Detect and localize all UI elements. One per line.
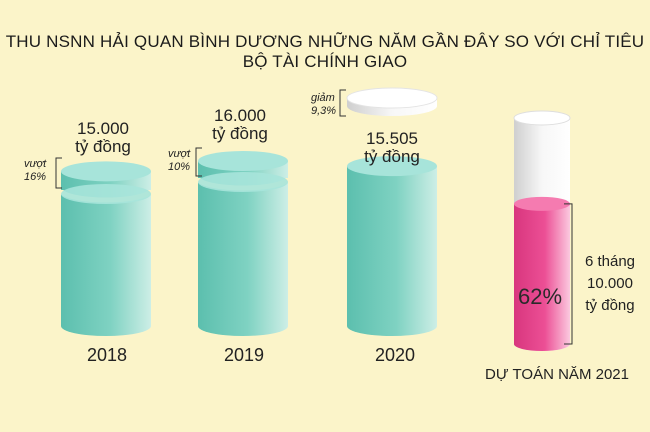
bar-2018	[61, 161, 151, 336]
change-percent-2018: 16%	[24, 171, 47, 183]
unit-label-2020: tỷ đồng	[364, 147, 420, 166]
change-word-2019: vượt	[168, 148, 191, 160]
excess-ring-2019-top	[198, 172, 288, 192]
year-label-2019: 2019	[223, 345, 265, 365]
value-label-2020: 15.505	[366, 129, 418, 148]
change-word-2020: giảm	[311, 92, 335, 104]
year-label-2018: 2018	[86, 345, 128, 365]
bracket-2020	[339, 89, 346, 117]
change-percent-2019: 10%	[168, 161, 191, 173]
change-word-2018: vượt	[24, 158, 47, 170]
progress-label-2021: 62%	[517, 284, 563, 309]
bracket-2021	[564, 203, 573, 345]
bar-2019	[198, 151, 288, 336]
unit-label-2018: tỷ đồng	[75, 137, 131, 156]
budget-progress-fill	[514, 203, 570, 351]
budget-amount: 10.000	[587, 275, 633, 292]
shortfall-disc-top-2020	[346, 87, 438, 109]
budget-label-2021: DỰ TOÁN NĂM 2021	[485, 366, 629, 383]
bracket-2018	[55, 157, 62, 189]
value-label-2019: 16.000	[214, 106, 266, 125]
budget-progress-top	[514, 196, 570, 211]
budget-period: 6 tháng	[584, 253, 636, 270]
excess-ring-2018-top	[61, 184, 151, 204]
value-label-2018: 15.000	[77, 119, 129, 138]
bracket-2019	[195, 147, 202, 177]
budget-cylinder-top	[513, 110, 571, 126]
unit-label-2019: tỷ đồng	[212, 124, 268, 143]
bar-2020	[347, 156, 437, 336]
chart-title: THU NSNN HẢI QUAN BÌNH DƯƠNG NHỮNG NĂM G…	[5, 32, 645, 71]
year-label-2020: 2020	[374, 345, 416, 365]
change-percent-2020: 9,3%	[311, 105, 337, 117]
budget-unit: tỷ đồng	[585, 297, 635, 314]
